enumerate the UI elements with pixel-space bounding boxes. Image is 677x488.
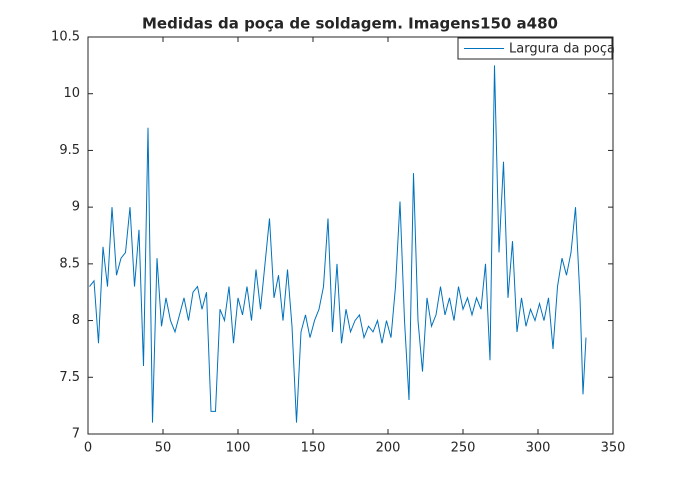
y-tick-label: 7 [72,427,80,442]
plot-area [87,36,614,435]
y-tick-label: 9.5 [59,143,80,158]
chart-title: Medidas da poça de soldagem. Imagens150 … [142,15,558,33]
x-tick-label: 0 [84,441,92,456]
x-tick-label: 100 [226,441,251,456]
legend-label: Largura da poça [509,42,615,57]
x-tick-label: 250 [451,441,476,456]
x-tick-label: 200 [376,441,401,456]
y-tick-label: 7.5 [59,370,80,385]
x-tick-label: 350 [601,441,626,456]
x-tick-label: 150 [301,441,326,456]
y-tick-label: 10.5 [51,30,80,45]
legend-box [457,37,613,60]
x-tick-label: 50 [155,441,172,456]
data-line [89,65,587,423]
y-tick-label: 8 [72,313,80,328]
y-tick-label: 10 [63,86,80,101]
y-tick-label: 8.5 [59,256,80,271]
x-tick-label: 300 [526,441,551,456]
y-tick-label: 9 [72,200,80,215]
